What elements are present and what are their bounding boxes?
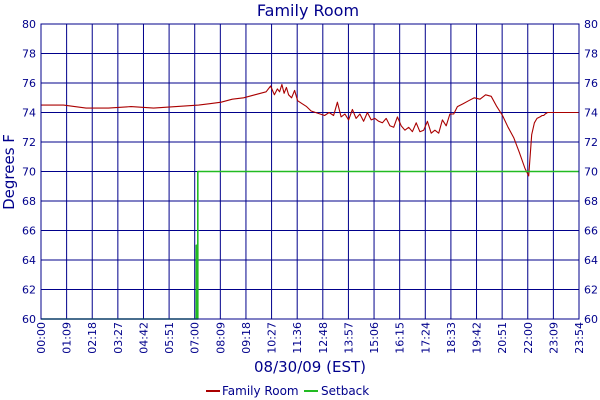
y-tick-label: 70 <box>22 166 36 179</box>
y-tick-label: 62 <box>22 284 36 297</box>
y-tick-label-right: 80 <box>584 18 598 31</box>
y-tick-label-right: 72 <box>584 136 598 149</box>
y-tick-label: 64 <box>22 254 36 267</box>
y-ticks-right: 60 62 64 66 68 70 72 74 76 78 80 <box>584 18 598 326</box>
y-tick-label-right: 64 <box>584 254 598 267</box>
x-axis-title: 08/30/09 (EST) <box>254 358 366 376</box>
x-tick-label: 12:48 <box>317 322 330 354</box>
x-tick-label: 11:36 <box>291 322 304 354</box>
legend-label-setback: Setback <box>321 384 369 398</box>
y-axis-title: Degrees F <box>0 134 18 210</box>
y-tick-label-right: 76 <box>584 77 598 90</box>
y-tick-label-right: 70 <box>584 166 598 179</box>
x-tick-label: 08:09 <box>214 322 227 354</box>
y-tick-label: 66 <box>22 225 36 238</box>
x-tick-label: 23:54 <box>573 322 586 354</box>
x-tick-label: 10:27 <box>266 322 279 354</box>
legend-label-family-room: Family Room <box>222 384 299 398</box>
series-line-family-room <box>41 83 579 177</box>
x-tick-label: 04:42 <box>137 322 150 354</box>
y-tick-label-right: 78 <box>584 48 598 61</box>
y-tick-label: 72 <box>22 136 36 149</box>
x-tick-label: 20:51 <box>496 322 509 354</box>
x-tick-label: 17:24 <box>419 322 432 354</box>
x-tick-label: 22:00 <box>522 322 535 354</box>
x-ticks: 00:00 01:09 02:18 03:27 04:42 05:51 07:00 08:09… <box>35 322 586 354</box>
y-tick-label-right: 74 <box>584 107 598 120</box>
series-line-setback <box>41 170 579 320</box>
y-ticks-left: 60 62 64 66 68 70 72 74 76 78 80 <box>22 18 36 326</box>
y-tick-label: 78 <box>22 48 36 61</box>
x-tick-label: 01:09 <box>61 322 74 354</box>
x-tick-label: 09:18 <box>240 322 253 354</box>
x-tick-label: 03:27 <box>112 322 125 354</box>
y-tick-label-right: 62 <box>584 284 598 297</box>
y-tick-label: 80 <box>22 18 36 31</box>
chart-title: Family Room <box>257 1 359 20</box>
x-tick-label: 07:00 <box>189 322 202 354</box>
y-tick-label-right: 68 <box>584 195 598 208</box>
y-tick-label: 68 <box>22 195 36 208</box>
series-layer <box>41 83 579 320</box>
x-tick-label: 15:06 <box>368 322 381 354</box>
x-tick-label: 19:42 <box>471 322 484 354</box>
y-tick-label: 60 <box>22 313 36 326</box>
y-tick-label-right: 60 <box>584 313 598 326</box>
y-tick-label: 76 <box>22 77 36 90</box>
x-tick-label: 16:15 <box>394 322 407 354</box>
x-tick-label: 23:09 <box>547 322 560 354</box>
y-tick-label: 74 <box>22 107 36 120</box>
y-tick-label-right: 66 <box>584 225 598 238</box>
x-tick-label: 18:33 <box>445 322 458 354</box>
plot-frame <box>40 23 580 320</box>
x-tick-label: 05:51 <box>163 322 176 354</box>
legend: Family Room Setback <box>206 384 369 398</box>
x-tick-label: 02:18 <box>86 322 99 354</box>
x-tick-label: 13:57 <box>342 322 355 354</box>
x-tick-label: 00:00 <box>35 322 48 354</box>
